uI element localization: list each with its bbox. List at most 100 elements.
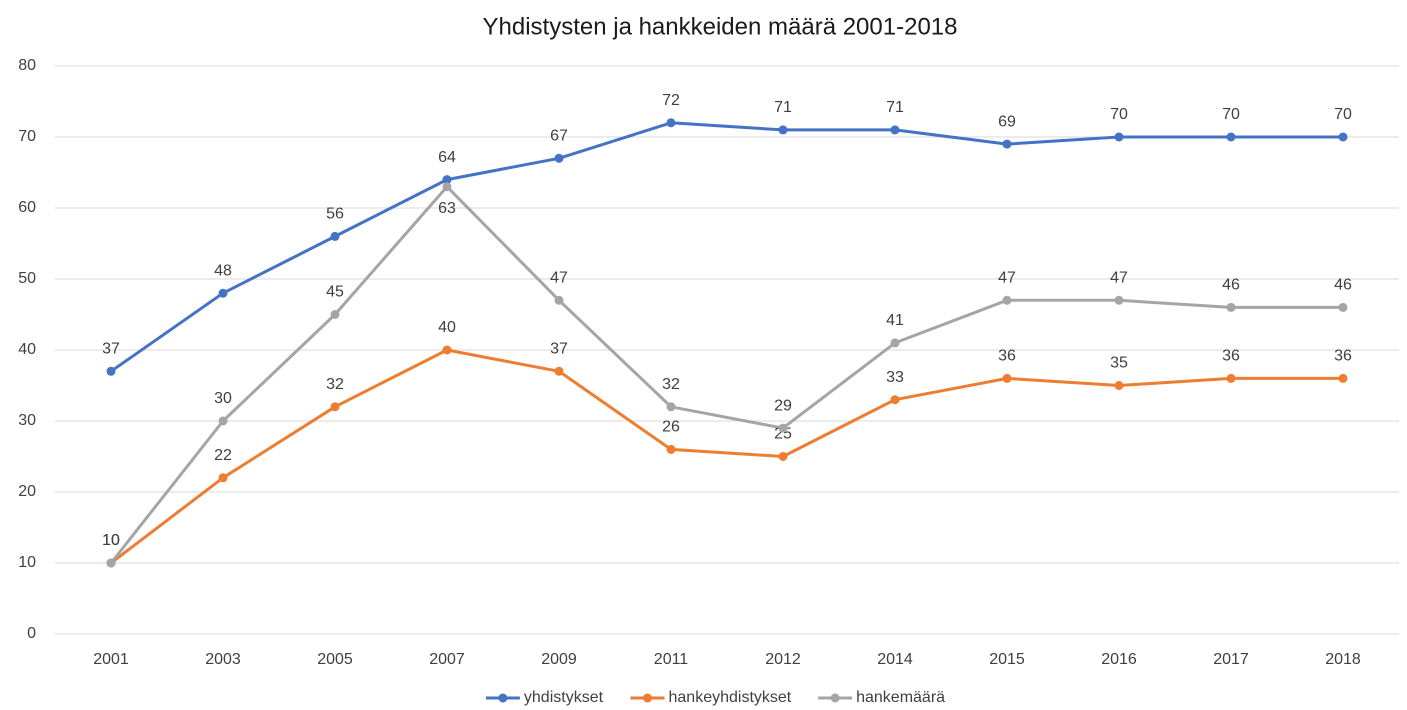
data-point [330,402,340,412]
x-tick-label: 2012 [765,651,801,668]
x-tick-label: 2016 [1101,651,1137,668]
data-point [890,125,900,135]
y-tick-label: 60 [18,199,36,216]
data-label: 35 [1110,355,1128,372]
y-tick-label: 10 [18,554,36,571]
data-point [442,175,452,185]
data-label: 41 [886,312,904,329]
data-point [218,473,228,483]
data-label: 37 [550,341,568,358]
x-tick-label: 2017 [1213,651,1249,668]
data-point [778,423,788,433]
data-label: 10 [102,532,120,549]
data-label: 45 [326,284,344,301]
data-point [666,118,676,128]
data-label: 32 [326,376,344,393]
y-tick-label: 30 [18,412,36,429]
data-label: 70 [1334,106,1352,123]
data-label: 71 [774,99,792,116]
data-label: 29 [774,397,792,414]
data-point [1226,302,1236,312]
data-label: 47 [550,270,568,287]
data-point [1226,373,1236,383]
legend-marker [830,693,840,703]
data-point [666,444,676,454]
data-point [1226,132,1236,142]
data-label: 72 [662,92,680,109]
data-label: 48 [214,262,232,279]
data-label: 47 [998,270,1016,287]
series-line [110,348,1343,565]
data-point [554,153,564,163]
x-tick-label: 2014 [877,651,913,668]
data-point [890,395,900,405]
x-tick-label: 2005 [317,651,353,668]
legend-label: hankeyhdistykset [669,689,792,706]
x-tick-label: 2001 [93,651,129,668]
y-tick-label: 0 [27,625,36,642]
series-line [109,185,1343,564]
x-tick-label: 2015 [989,651,1025,668]
x-tick-label: 2007 [429,651,465,668]
data-label: 33 [886,369,904,386]
data-point [666,402,676,412]
data-point [330,231,340,241]
data-point [1002,295,1012,305]
data-label: 47 [1110,270,1128,287]
data-point [218,288,228,298]
data-label: 56 [326,206,344,223]
chart-title: Yhdistysten ja hankkeiden määrä 2001-201… [483,13,958,40]
data-label: 63 [438,200,456,217]
data-point [442,345,452,355]
data-label: 36 [998,348,1016,365]
data-label: 10 [102,532,120,549]
data-label: 69 [998,113,1016,130]
data-point [1114,132,1124,142]
data-label: 70 [1222,106,1240,123]
y-tick-label: 50 [18,270,36,287]
data-point [1338,373,1348,383]
data-point [778,452,788,461]
data-point [1002,139,1012,149]
data-point [554,366,564,376]
legend-marker [498,693,508,703]
data-label: 25 [774,426,792,443]
y-tick-label: 20 [18,483,36,500]
data-point [890,338,900,348]
data-label: 67 [550,128,568,145]
data-point [218,416,228,426]
y-tick-label: 80 [18,57,36,74]
data-label: 37 [102,341,120,358]
x-tick-label: 2011 [654,651,689,668]
data-point [554,295,564,305]
data-point [330,310,340,319]
data-point [106,366,116,376]
data-point [442,182,452,192]
data-label: 26 [662,419,680,436]
data-point [1002,373,1012,383]
y-tick-label: 70 [18,128,36,145]
data-label: 32 [662,376,680,393]
y-tick-label: 40 [18,341,36,358]
data-label: 30 [214,390,232,407]
data-point [1114,381,1124,390]
series-line [110,121,1343,373]
x-tick-label: 2003 [205,651,241,668]
legend-label: yhdistykset [524,689,604,706]
data-label: 40 [438,319,456,336]
data-label: 64 [438,149,456,166]
data-label: 22 [214,447,232,464]
x-tick-label: 2018 [1325,651,1361,668]
data-label: 36 [1334,348,1352,365]
data-point [1338,132,1348,142]
data-label: 70 [1110,106,1128,123]
data-label: 46 [1334,277,1352,294]
data-point [1338,302,1348,312]
data-point [106,558,116,568]
legend-marker [643,693,652,703]
x-tick-label: 2009 [541,651,577,668]
data-label: 46 [1222,277,1240,294]
data-label: 36 [1222,348,1240,365]
legend-label: hankemäärä [856,689,945,706]
